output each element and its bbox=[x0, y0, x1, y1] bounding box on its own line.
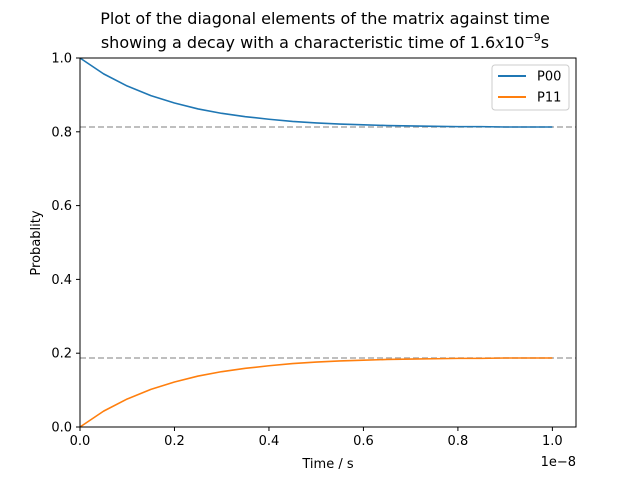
x-axis-label: Time / s bbox=[301, 457, 353, 472]
x-tick-label: 0.6 bbox=[353, 434, 374, 449]
y-axis-ticks: 0.0 0.2 0.4 0.6 0.8 1.0 bbox=[51, 52, 80, 436]
y-tick-label: 0.6 bbox=[51, 199, 72, 214]
chart-title-line-2: showing a decay with a characteristic ti… bbox=[101, 31, 549, 52]
x-tick-label: 0.8 bbox=[448, 434, 469, 449]
x-tick-label: 0.4 bbox=[259, 434, 280, 449]
series-line-p00 bbox=[79, 57, 553, 128]
y-tick-label: 0.8 bbox=[51, 125, 72, 140]
series-line-p11 bbox=[79, 357, 553, 428]
x-tick-label: 1.0 bbox=[542, 434, 563, 449]
title-line-2-base: 10 bbox=[504, 33, 524, 52]
x-axis-offset-label: 1e−8 bbox=[541, 455, 576, 470]
y-axis-label: Probablity bbox=[29, 210, 44, 275]
x-axis-ticks: 0.0 0.2 0.4 0.6 0.8 1.0 bbox=[70, 427, 563, 449]
series-layer bbox=[79, 57, 553, 428]
title-line-2-suffix: s bbox=[541, 33, 549, 52]
y-tick-label: 1.0 bbox=[51, 52, 72, 67]
reference-lines bbox=[80, 126, 576, 359]
title-line-2-italic: x bbox=[495, 33, 504, 52]
y-tick-label: 0.4 bbox=[51, 273, 72, 288]
legend-label-p11: P11 bbox=[537, 91, 561, 106]
x-tick-label: 0.2 bbox=[164, 434, 185, 449]
title-line-2-exponent: −9 bbox=[525, 31, 541, 44]
legend-label-p00: P00 bbox=[537, 70, 561, 85]
chart-title-line-1: Plot of the diagonal elements of the mat… bbox=[100, 9, 550, 28]
plot-area-frame bbox=[79, 57, 577, 428]
y-tick-label: 0.0 bbox=[51, 421, 72, 436]
y-tick-label: 0.2 bbox=[51, 347, 72, 362]
x-tick-label: 0.0 bbox=[70, 434, 91, 449]
title-line-2-prefix: showing a decay with a characteristic ti… bbox=[101, 33, 495, 52]
